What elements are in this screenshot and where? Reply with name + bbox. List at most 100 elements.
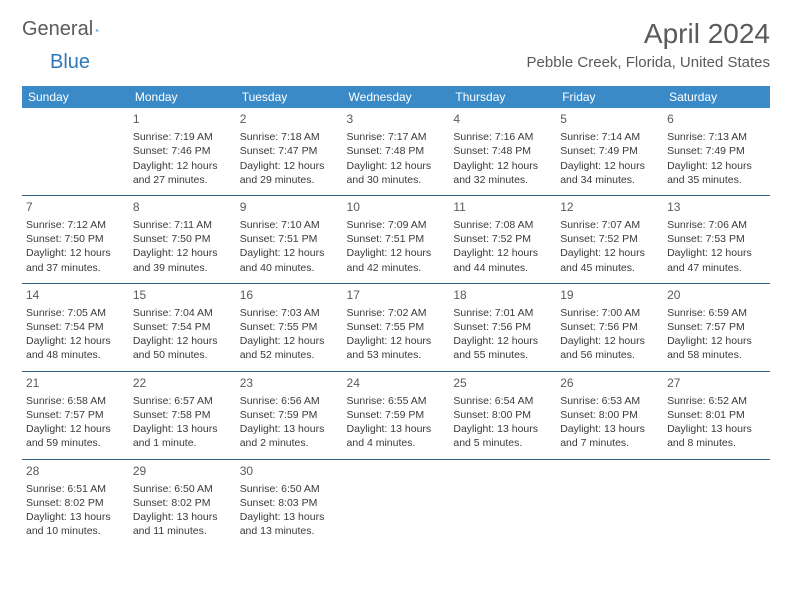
daylight-text: and 53 minutes. <box>347 348 446 362</box>
day-number: 6 <box>667 111 766 128</box>
week-row: 7Sunrise: 7:12 AMSunset: 7:50 PMDaylight… <box>22 195 770 283</box>
week-row: 28Sunrise: 6:51 AMSunset: 8:02 PMDayligh… <box>22 459 770 546</box>
day-cell: 26Sunrise: 6:53 AMSunset: 8:00 PMDayligh… <box>556 371 663 459</box>
daylight-text: and 5 minutes. <box>453 436 552 450</box>
day-cell: 13Sunrise: 7:06 AMSunset: 7:53 PMDayligh… <box>663 195 770 283</box>
sunrise-text: Sunrise: 7:18 AM <box>240 130 339 144</box>
day-number: 11 <box>453 199 552 216</box>
sunset-text: Sunset: 7:57 PM <box>26 408 125 422</box>
sunset-text: Sunset: 8:02 PM <box>133 496 232 510</box>
sunset-text: Sunset: 7:56 PM <box>453 320 552 334</box>
day-number: 16 <box>240 287 339 304</box>
sunset-text: Sunset: 7:49 PM <box>560 144 659 158</box>
sunset-text: Sunset: 7:48 PM <box>453 144 552 158</box>
empty-cell <box>449 459 556 546</box>
empty-cell <box>663 459 770 546</box>
sunrise-text: Sunrise: 7:09 AM <box>347 218 446 232</box>
sunset-text: Sunset: 7:56 PM <box>560 320 659 334</box>
week-row: 1Sunrise: 7:19 AMSunset: 7:46 PMDaylight… <box>22 108 770 195</box>
sunset-text: Sunset: 7:55 PM <box>347 320 446 334</box>
day-number: 7 <box>26 199 125 216</box>
daylight-text: and 1 minute. <box>133 436 232 450</box>
sunset-text: Sunset: 8:00 PM <box>560 408 659 422</box>
sunset-text: Sunset: 7:54 PM <box>133 320 232 334</box>
daylight-text: Daylight: 13 hours <box>26 510 125 524</box>
day-number: 12 <box>560 199 659 216</box>
day-cell: 17Sunrise: 7:02 AMSunset: 7:55 PMDayligh… <box>343 283 450 371</box>
sunset-text: Sunset: 7:54 PM <box>26 320 125 334</box>
daylight-text: and 56 minutes. <box>560 348 659 362</box>
sunrise-text: Sunrise: 7:05 AM <box>26 306 125 320</box>
day-cell: 14Sunrise: 7:05 AMSunset: 7:54 PMDayligh… <box>22 283 129 371</box>
daylight-text: and 32 minutes. <box>453 173 552 187</box>
day-cell: 24Sunrise: 6:55 AMSunset: 7:59 PMDayligh… <box>343 371 450 459</box>
sunset-text: Sunset: 7:55 PM <box>240 320 339 334</box>
day-number: 23 <box>240 375 339 392</box>
day-number: 14 <box>26 287 125 304</box>
sunset-text: Sunset: 7:49 PM <box>667 144 766 158</box>
week-row: 14Sunrise: 7:05 AMSunset: 7:54 PMDayligh… <box>22 283 770 371</box>
sunset-text: Sunset: 7:52 PM <box>453 232 552 246</box>
sunset-text: Sunset: 8:02 PM <box>26 496 125 510</box>
daylight-text: and 45 minutes. <box>560 261 659 275</box>
sunrise-text: Sunrise: 6:50 AM <box>133 482 232 496</box>
sunset-text: Sunset: 7:59 PM <box>347 408 446 422</box>
day-cell: 23Sunrise: 6:56 AMSunset: 7:59 PMDayligh… <box>236 371 343 459</box>
daylight-text: and 44 minutes. <box>453 261 552 275</box>
daylight-text: Daylight: 12 hours <box>560 334 659 348</box>
daylight-text: Daylight: 12 hours <box>453 334 552 348</box>
day-number: 26 <box>560 375 659 392</box>
sunset-text: Sunset: 7:47 PM <box>240 144 339 158</box>
day-number: 24 <box>347 375 446 392</box>
daylight-text: Daylight: 12 hours <box>453 159 552 173</box>
day-header: Monday <box>129 86 236 108</box>
day-cell: 4Sunrise: 7:16 AMSunset: 7:48 PMDaylight… <box>449 108 556 195</box>
day-number: 20 <box>667 287 766 304</box>
daylight-text: and 13 minutes. <box>240 524 339 538</box>
daylight-text: Daylight: 13 hours <box>560 422 659 436</box>
day-number: 17 <box>347 287 446 304</box>
day-number: 22 <box>133 375 232 392</box>
daylight-text: Daylight: 12 hours <box>133 246 232 260</box>
day-cell: 29Sunrise: 6:50 AMSunset: 8:02 PMDayligh… <box>129 459 236 546</box>
sunrise-text: Sunrise: 6:50 AM <box>240 482 339 496</box>
sunrise-text: Sunrise: 7:13 AM <box>667 130 766 144</box>
sunrise-text: Sunrise: 7:10 AM <box>240 218 339 232</box>
sunrise-text: Sunrise: 7:11 AM <box>133 218 232 232</box>
day-cell: 2Sunrise: 7:18 AMSunset: 7:47 PMDaylight… <box>236 108 343 195</box>
day-cell: 28Sunrise: 6:51 AMSunset: 8:02 PMDayligh… <box>22 459 129 546</box>
sunrise-text: Sunrise: 7:00 AM <box>560 306 659 320</box>
day-number: 29 <box>133 463 232 480</box>
daylight-text: Daylight: 12 hours <box>240 334 339 348</box>
sunset-text: Sunset: 8:00 PM <box>453 408 552 422</box>
day-number: 10 <box>347 199 446 216</box>
sunrise-text: Sunrise: 6:54 AM <box>453 394 552 408</box>
daylight-text: Daylight: 12 hours <box>133 159 232 173</box>
day-number: 27 <box>667 375 766 392</box>
daylight-text: Daylight: 12 hours <box>453 246 552 260</box>
day-header: Wednesday <box>343 86 450 108</box>
day-header: Thursday <box>449 86 556 108</box>
day-cell: 27Sunrise: 6:52 AMSunset: 8:01 PMDayligh… <box>663 371 770 459</box>
daylight-text: Daylight: 12 hours <box>26 246 125 260</box>
daylight-text: and 42 minutes. <box>347 261 446 275</box>
day-cell: 11Sunrise: 7:08 AMSunset: 7:52 PMDayligh… <box>449 195 556 283</box>
day-number: 4 <box>453 111 552 128</box>
day-cell: 20Sunrise: 6:59 AMSunset: 7:57 PMDayligh… <box>663 283 770 371</box>
day-number: 1 <box>133 111 232 128</box>
day-cell: 1Sunrise: 7:19 AMSunset: 7:46 PMDaylight… <box>129 108 236 195</box>
daylight-text: and 48 minutes. <box>26 348 125 362</box>
sunrise-text: Sunrise: 7:04 AM <box>133 306 232 320</box>
sunset-text: Sunset: 7:50 PM <box>26 232 125 246</box>
daylight-text: and 10 minutes. <box>26 524 125 538</box>
location: Pebble Creek, Florida, United States <box>527 54 770 71</box>
daylight-text: Daylight: 13 hours <box>240 510 339 524</box>
logo-word1: General <box>22 18 93 41</box>
sunrise-text: Sunrise: 7:17 AM <box>347 130 446 144</box>
daylight-text: Daylight: 12 hours <box>347 334 446 348</box>
sunrise-text: Sunrise: 6:56 AM <box>240 394 339 408</box>
daylight-text: Daylight: 12 hours <box>560 246 659 260</box>
calendar-table: SundayMondayTuesdayWednesdayThursdayFrid… <box>22 86 770 546</box>
daylight-text: and 4 minutes. <box>347 436 446 450</box>
day-cell: 9Sunrise: 7:10 AMSunset: 7:51 PMDaylight… <box>236 195 343 283</box>
